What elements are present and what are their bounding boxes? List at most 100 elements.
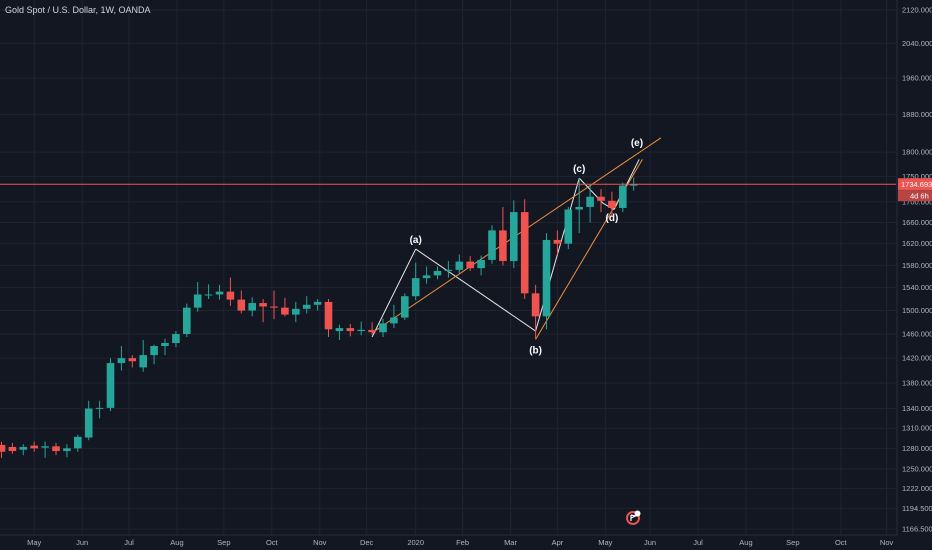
time-tick-label: Sep xyxy=(217,538,230,547)
candle-body xyxy=(128,358,137,362)
time-tick-label: Jul xyxy=(693,538,703,547)
candle-body xyxy=(390,317,398,324)
candle-body xyxy=(455,261,464,270)
candle-body xyxy=(368,329,376,333)
candle-body xyxy=(74,436,82,449)
flag-icon[interactable] xyxy=(626,510,641,526)
time-axis-ticks: May Jun Jul Aug Sep Oct Nov Dec 2020 Feb Mar Apr May… xyxy=(27,538,893,547)
candle-body xyxy=(270,306,278,308)
candle-body xyxy=(422,275,431,279)
price-axis[interactable] xyxy=(897,0,932,550)
price-tick-label: 1580.000 xyxy=(902,261,932,270)
candle-body xyxy=(597,196,605,201)
candle-body xyxy=(324,301,333,330)
candle-body xyxy=(215,291,224,295)
price-tick-label: 1250.000 xyxy=(902,464,932,473)
candle-body xyxy=(488,230,496,260)
price-badge-label: 1734.693 xyxy=(901,180,932,189)
time-tick-label: Jun xyxy=(644,538,656,547)
countdown-label: 4d 6h xyxy=(910,191,929,200)
price-tick-label: 1700.000 xyxy=(902,197,932,206)
time-tick-label: May xyxy=(27,538,41,547)
price-tick-label: 1380.000 xyxy=(902,378,932,387)
candle-body xyxy=(237,299,246,311)
time-tick-label: Aug xyxy=(739,538,752,547)
candle-body xyxy=(292,308,300,315)
price-tick-label: 1310.000 xyxy=(902,424,932,433)
time-tick-label: Nov xyxy=(880,538,894,547)
candle-body xyxy=(575,206,583,210)
candle-body xyxy=(619,185,627,208)
price-tick-label: 1500.000 xyxy=(902,306,932,315)
price-tick-label: 1620.000 xyxy=(902,239,932,248)
candle-body xyxy=(433,270,442,276)
candle-body xyxy=(95,407,104,409)
time-tick-label: Jun xyxy=(76,538,88,547)
candle-body xyxy=(564,209,573,244)
candle-body xyxy=(0,444,6,452)
time-tick-label: Feb xyxy=(456,538,469,547)
time-tick-label: Nov xyxy=(313,538,327,547)
price-tick-label: 1420.000 xyxy=(902,354,932,363)
candle-body xyxy=(19,446,28,450)
price-tick-label: 1280.000 xyxy=(902,444,932,453)
candle-body xyxy=(510,212,518,262)
candle-body xyxy=(161,342,169,347)
candle-body xyxy=(542,239,551,317)
candle-body xyxy=(302,304,311,309)
chart-title: Gold Spot / U.S. Dollar, 1W, OANDA xyxy=(5,5,151,15)
candle-body xyxy=(8,446,17,452)
price-tick-label: 1880.000 xyxy=(902,110,932,119)
candle-body xyxy=(531,293,540,317)
candle-body xyxy=(379,323,387,333)
candle-body xyxy=(281,307,289,315)
price-badge-bg xyxy=(898,178,932,191)
candle-body xyxy=(172,334,180,343)
candle-body xyxy=(204,294,213,296)
candle-body xyxy=(499,230,507,262)
time-axis[interactable] xyxy=(0,535,932,550)
candle-body xyxy=(106,363,115,408)
wave-label: (d) xyxy=(606,213,619,224)
wave-label: (a) xyxy=(410,235,422,246)
candle-body xyxy=(357,329,365,332)
price-tick-label: 2120.000 xyxy=(902,6,932,15)
price-tick-label: 1660.000 xyxy=(902,218,932,227)
candle-body xyxy=(520,212,529,294)
time-tick-label: Apr xyxy=(552,538,564,547)
candle-body xyxy=(183,307,191,335)
candle-body xyxy=(259,303,267,307)
candle-body xyxy=(411,278,420,297)
candle-body xyxy=(52,446,60,452)
candle-body xyxy=(150,346,158,356)
price-tick-label: 1750.000 xyxy=(902,172,932,181)
time-tick-label: Mar xyxy=(504,538,517,547)
wave-label: (b) xyxy=(529,345,542,356)
candle-body xyxy=(444,269,453,271)
price-tick-label: 1166.500 xyxy=(902,525,932,534)
candle-body xyxy=(139,355,147,368)
candle-body xyxy=(30,445,38,449)
wave-label: (e) xyxy=(631,138,643,149)
price-tick-label: 1340.000 xyxy=(902,404,932,413)
candles xyxy=(0,177,638,458)
candle-body xyxy=(553,239,562,244)
candle-body xyxy=(401,296,409,318)
wave-label: (c) xyxy=(573,164,585,175)
wave-labels: (a) (b) (c) (d) (e) xyxy=(410,138,644,356)
current-price-badge: 1734.693 4d 6h xyxy=(898,178,932,202)
price-axis-ticks: 2120.000 2040.000 1960.000 1880.000 1800.000… xyxy=(902,6,932,534)
candle-body xyxy=(84,408,93,438)
price-tick-label: 1960.000 xyxy=(902,74,932,83)
candle-body xyxy=(41,446,49,448)
candle-body xyxy=(117,358,126,364)
candle-body xyxy=(608,200,616,208)
candle-body xyxy=(477,259,485,269)
price-tick-label: 2040.000 xyxy=(902,39,932,48)
time-tick-label: Oct xyxy=(266,538,279,547)
price-tick-label: 1460.000 xyxy=(902,330,932,339)
candle-body xyxy=(346,328,355,332)
time-tick-label: Dec xyxy=(360,538,374,547)
